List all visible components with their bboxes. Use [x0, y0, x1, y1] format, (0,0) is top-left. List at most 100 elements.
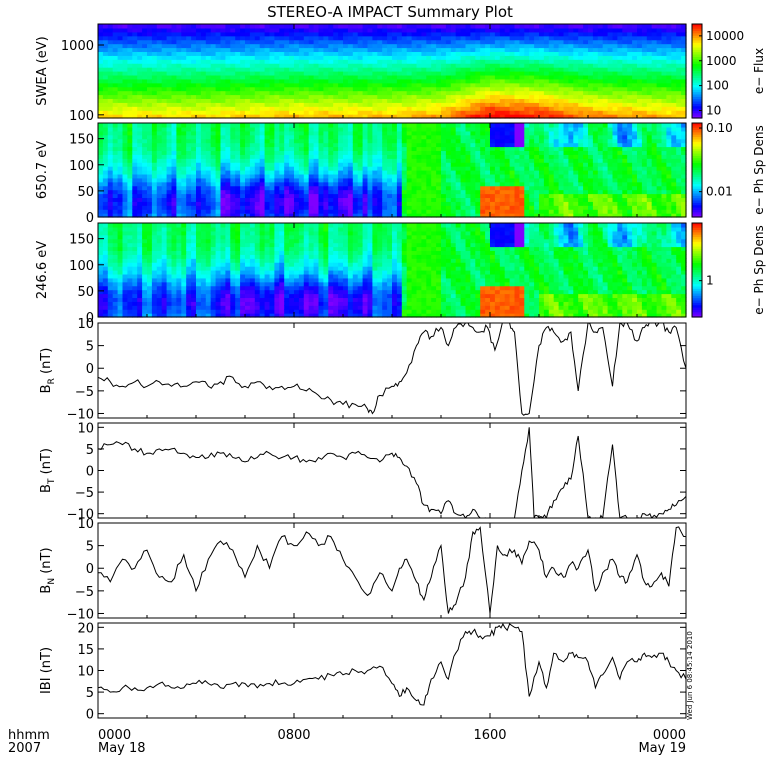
heatmap-cell	[563, 86, 569, 92]
heatmap-cell	[294, 170, 300, 175]
heatmap-cell	[147, 158, 153, 163]
heatmap-cell	[127, 55, 133, 60]
heatmap-cell	[583, 51, 589, 56]
heatmap-cell	[671, 55, 677, 60]
heatmap-cell	[377, 166, 383, 171]
heatmap-cell	[294, 126, 300, 132]
heatmap-cell	[161, 90, 168, 96]
heatmap-cell	[460, 86, 467, 92]
heatmap-cell	[416, 146, 422, 152]
heatmap-cell	[494, 86, 501, 92]
heatmap-cell	[323, 43, 329, 49]
heatmap-cell	[539, 51, 545, 56]
heatmap-cell	[254, 138, 261, 144]
heatmap-cell	[347, 86, 354, 92]
heatmap-cell	[235, 71, 241, 76]
heatmap-cell	[279, 24, 285, 29]
heatmap-cell	[259, 146, 266, 152]
heatmap-cell	[441, 209, 447, 214]
heatmap-cell	[592, 74, 599, 80]
heatmap-cell	[186, 90, 192, 96]
heatmap-cell	[127, 213, 133, 218]
heatmap-cell	[524, 59, 530, 64]
heatmap-cell	[284, 31, 290, 37]
heatmap-cell	[303, 162, 310, 167]
heatmap-cell	[328, 193, 334, 199]
heatmap-cell	[529, 67, 535, 72]
heatmap-cell	[308, 134, 315, 140]
heatmap-cell	[333, 205, 339, 210]
heatmap-cell	[362, 67, 369, 72]
heatmap-cell	[406, 106, 413, 111]
heatmap-cell	[122, 94, 128, 100]
heatmap-cell	[289, 106, 295, 111]
heatmap-cell	[563, 31, 569, 37]
heatmap-cell	[602, 47, 609, 53]
heatmap-cell	[274, 166, 280, 171]
heatmap-cell	[235, 146, 241, 152]
heatmap-cell	[421, 150, 427, 155]
heatmap-cell	[196, 94, 202, 100]
heatmap-cell	[588, 74, 594, 80]
heatmap-cell	[431, 201, 437, 206]
heatmap-cell	[651, 102, 658, 107]
heatmap-cell	[308, 154, 315, 159]
heatmap-cell	[465, 193, 471, 199]
heatmap-cell	[362, 181, 369, 187]
heatmap-cell	[499, 158, 506, 163]
heatmap-cell	[181, 110, 187, 115]
heatmap-cell	[245, 43, 251, 49]
heatmap-cell	[249, 86, 256, 92]
heatmap-cell	[661, 86, 667, 92]
heatmap-cell	[338, 134, 344, 140]
heatmap-cell	[102, 142, 109, 148]
heatmap-cell	[127, 90, 133, 96]
heatmap-cell	[200, 197, 207, 202]
heatmap-cell	[617, 106, 623, 111]
heatmap-cell	[441, 170, 447, 175]
heatmap-cell	[117, 110, 124, 115]
heatmap-cell	[499, 150, 506, 155]
heatmap-cell	[529, 106, 535, 111]
heatmap-cell	[450, 90, 457, 96]
heatmap-cell	[656, 24, 663, 29]
heatmap-cell	[377, 94, 383, 100]
heatmap-cell	[362, 24, 369, 29]
heatmap-cell	[352, 185, 359, 191]
heatmap-cell	[534, 31, 540, 37]
heatmap-cell	[450, 39, 457, 45]
heatmap-cell	[401, 71, 408, 76]
heatmap-cell	[323, 166, 329, 171]
heatmap-cell	[509, 67, 516, 72]
heatmap-cell	[284, 213, 290, 218]
heatmap-cell	[313, 24, 320, 29]
heatmap-cell	[558, 59, 565, 64]
heatmap-cell	[676, 82, 682, 88]
heatmap-cell	[681, 98, 687, 103]
heatmap-cell	[132, 213, 138, 218]
heatmap-cell	[470, 82, 476, 88]
heatmap-cell	[352, 181, 359, 187]
heatmap-cell	[460, 102, 467, 107]
heatmap-cell	[343, 55, 349, 60]
heatmap-cell	[392, 86, 398, 92]
heatmap-cell	[264, 98, 271, 103]
heatmap-cell	[151, 142, 158, 148]
heatmap-cell	[127, 154, 133, 159]
heatmap-cell	[303, 43, 310, 49]
heatmap-cell	[588, 110, 594, 115]
heatmap-cell	[460, 134, 467, 140]
heatmap-cell	[107, 86, 114, 92]
heatmap-cell	[122, 47, 128, 53]
heatmap-cell	[181, 47, 187, 53]
heatmap-cell	[392, 177, 398, 183]
heatmap-cell	[568, 78, 574, 84]
heatmap-cell	[289, 201, 295, 206]
heatmap-cell	[205, 189, 212, 195]
heatmap-cell	[151, 146, 158, 152]
heatmap-cell	[539, 24, 545, 29]
heatmap-cell	[343, 71, 349, 76]
heatmap-cell	[142, 110, 148, 115]
heatmap-cell	[137, 51, 143, 56]
heatmap-cell	[127, 71, 133, 76]
